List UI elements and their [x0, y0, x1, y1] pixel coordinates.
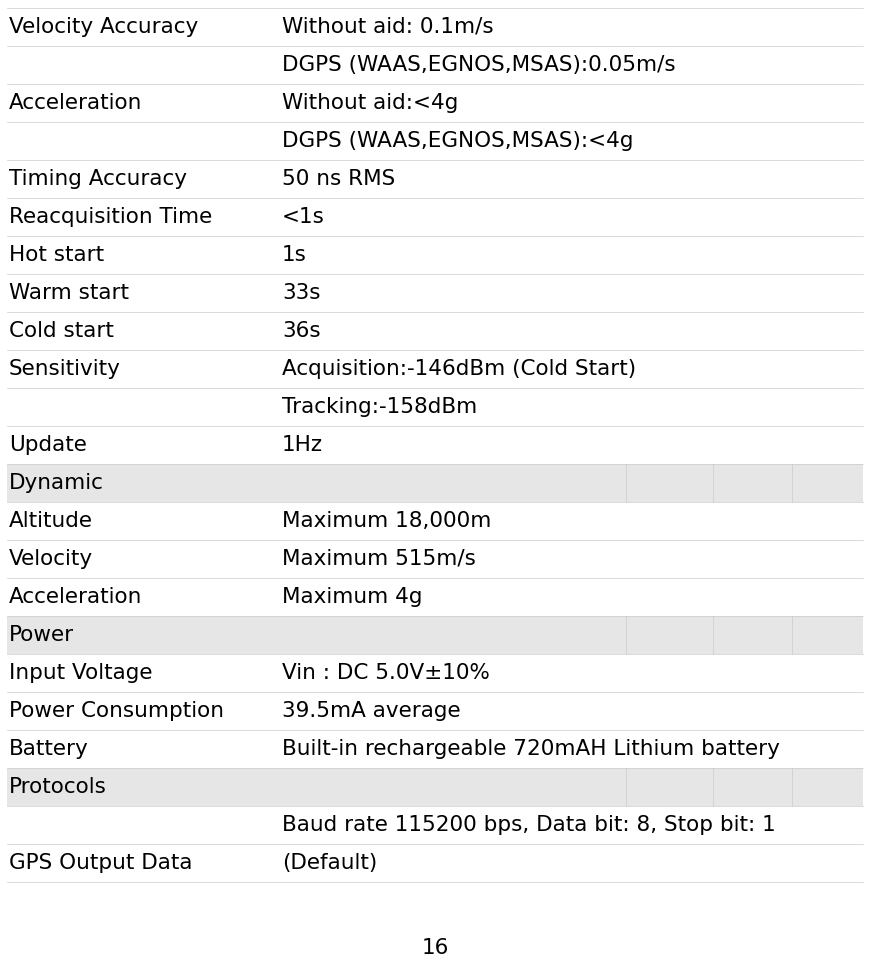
Text: Without aid:<4g: Without aid:<4g — [282, 93, 458, 113]
Text: Reacquisition Time: Reacquisition Time — [9, 207, 212, 227]
Text: Input Voltage: Input Voltage — [9, 663, 152, 683]
Text: Vin : DC 5.0V±10%: Vin : DC 5.0V±10% — [282, 663, 489, 683]
Bar — [7, 426, 862, 464]
Text: Update: Update — [9, 435, 87, 455]
Text: Built-in rechargeable 720mAH Lithium battery: Built-in rechargeable 720mAH Lithium bat… — [282, 739, 779, 759]
Bar — [7, 236, 862, 274]
Bar — [7, 160, 862, 198]
Bar — [7, 502, 862, 540]
Bar — [7, 692, 862, 730]
Text: 1Hz: 1Hz — [282, 435, 322, 455]
Text: Acceleration: Acceleration — [9, 93, 143, 113]
Text: Baud rate 115200 bps, Data bit: 8, Stop bit: 1: Baud rate 115200 bps, Data bit: 8, Stop … — [282, 815, 775, 835]
Bar — [7, 768, 862, 806]
Text: 33s: 33s — [282, 283, 320, 303]
Text: Maximum 515m/s: Maximum 515m/s — [282, 549, 475, 569]
Text: Dynamic: Dynamic — [9, 473, 103, 493]
Bar — [7, 46, 862, 84]
Text: <1s: <1s — [282, 207, 324, 227]
Text: Maximum 18,000m: Maximum 18,000m — [282, 511, 491, 531]
Text: 1s: 1s — [282, 245, 307, 265]
Bar — [7, 540, 862, 578]
Bar — [7, 8, 862, 46]
Bar — [7, 312, 862, 350]
Bar — [7, 578, 862, 616]
Text: Power: Power — [9, 625, 74, 645]
Text: Tracking:-158dBm: Tracking:-158dBm — [282, 397, 477, 417]
Text: Acquisition:-146dBm (Cold Start): Acquisition:-146dBm (Cold Start) — [282, 359, 635, 379]
Bar — [7, 730, 862, 768]
Text: DGPS (WAAS,EGNOS,MSAS):0.05m/s: DGPS (WAAS,EGNOS,MSAS):0.05m/s — [282, 55, 675, 75]
Text: Without aid: 0.1m/s: Without aid: 0.1m/s — [282, 17, 493, 37]
Text: Cold start: Cold start — [9, 321, 114, 341]
Bar — [7, 274, 862, 312]
Text: Velocity Accuracy: Velocity Accuracy — [9, 17, 198, 37]
Text: Battery: Battery — [9, 739, 89, 759]
Bar — [7, 654, 862, 692]
Bar — [7, 616, 862, 654]
Text: 36s: 36s — [282, 321, 321, 341]
Bar — [7, 806, 862, 844]
Bar — [7, 84, 862, 122]
Text: 16: 16 — [421, 938, 448, 958]
Bar — [7, 464, 862, 502]
Text: DGPS (WAAS,EGNOS,MSAS):<4g: DGPS (WAAS,EGNOS,MSAS):<4g — [282, 131, 633, 151]
Text: 50 ns RMS: 50 ns RMS — [282, 169, 395, 189]
Text: 39.5mA average: 39.5mA average — [282, 701, 461, 721]
Text: (Default): (Default) — [282, 853, 377, 873]
Text: Timing Accuracy: Timing Accuracy — [9, 169, 187, 189]
Text: Power Consumption: Power Consumption — [9, 701, 223, 721]
Bar — [7, 844, 862, 882]
Text: Velocity: Velocity — [9, 549, 93, 569]
Text: Protocols: Protocols — [9, 777, 107, 797]
Text: Warm start: Warm start — [9, 283, 129, 303]
Text: Sensitivity: Sensitivity — [9, 359, 121, 379]
Bar — [7, 388, 862, 426]
Text: Altitude: Altitude — [9, 511, 93, 531]
Bar — [7, 122, 862, 160]
Text: GPS Output Data: GPS Output Data — [9, 853, 192, 873]
Bar — [7, 350, 862, 388]
Text: Acceleration: Acceleration — [9, 587, 143, 607]
Text: Maximum 4g: Maximum 4g — [282, 587, 422, 607]
Text: Hot start: Hot start — [9, 245, 104, 265]
Bar — [7, 198, 862, 236]
